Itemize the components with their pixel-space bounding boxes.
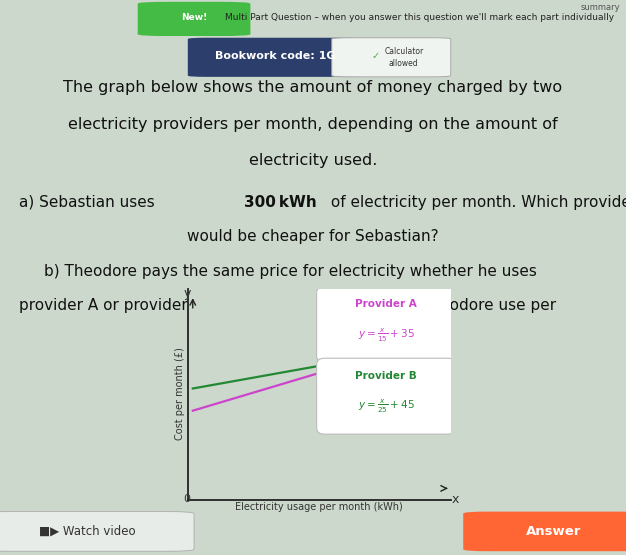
X-axis label: Electricity usage per month (kWh): Electricity usage per month (kWh): [235, 502, 403, 512]
Text: would be cheaper for Sebastian?: would be cheaper for Sebastian?: [187, 229, 439, 244]
Text: y: y: [184, 286, 192, 300]
Text: ■▶ Watch video: ■▶ Watch video: [39, 525, 136, 538]
FancyBboxPatch shape: [317, 286, 456, 362]
Text: of electricity per month. Which provider: of electricity per month. Which provider: [326, 195, 626, 210]
Text: summary: summary: [580, 3, 620, 12]
FancyBboxPatch shape: [463, 512, 626, 551]
Text: b) Theodore pays the same price for electricity whether he uses: b) Theodore pays the same price for elec…: [44, 264, 536, 279]
Text: 0: 0: [183, 495, 190, 504]
FancyBboxPatch shape: [188, 38, 363, 77]
Text: allowed: allowed: [389, 59, 419, 68]
FancyBboxPatch shape: [332, 38, 451, 77]
Text: Calculator: Calculator: [384, 47, 423, 57]
Text: $y = \frac{x}{15} + 35$: $y = \frac{x}{15} + 35$: [358, 326, 414, 344]
FancyBboxPatch shape: [138, 2, 250, 36]
Y-axis label: Cost per month (£): Cost per month (£): [175, 347, 185, 441]
Text: The graph below shows the amount of money charged by two: The graph below shows the amount of mone…: [63, 80, 563, 95]
Text: month?: month?: [284, 333, 342, 348]
Text: New!: New!: [181, 13, 207, 22]
Text: provider A or provider B. How much electricity does Theodore use per: provider A or provider B. How much elect…: [19, 299, 556, 314]
Text: electricity used.: electricity used.: [249, 153, 377, 169]
Text: electricity providers per month, depending on the amount of: electricity providers per month, dependi…: [68, 117, 558, 132]
Text: a) Sebastian uses: a) Sebastian uses: [19, 195, 160, 210]
Text: Multi Part Question – when you answer this question we'll mark each part individ: Multi Part Question – when you answer th…: [225, 13, 615, 22]
Text: Provider B: Provider B: [356, 371, 417, 381]
Text: x: x: [452, 493, 459, 506]
FancyBboxPatch shape: [317, 358, 456, 434]
Text: ✓: ✓: [372, 51, 379, 61]
Text: Answer: Answer: [526, 525, 582, 538]
FancyBboxPatch shape: [0, 512, 194, 551]
Text: Bookwork code: 1G: Bookwork code: 1G: [215, 51, 336, 61]
Text: $y = \frac{x}{25} + 45$: $y = \frac{x}{25} + 45$: [358, 398, 414, 415]
Text: Provider A: Provider A: [356, 299, 417, 309]
Text: 300 kWh: 300 kWh: [244, 195, 317, 210]
